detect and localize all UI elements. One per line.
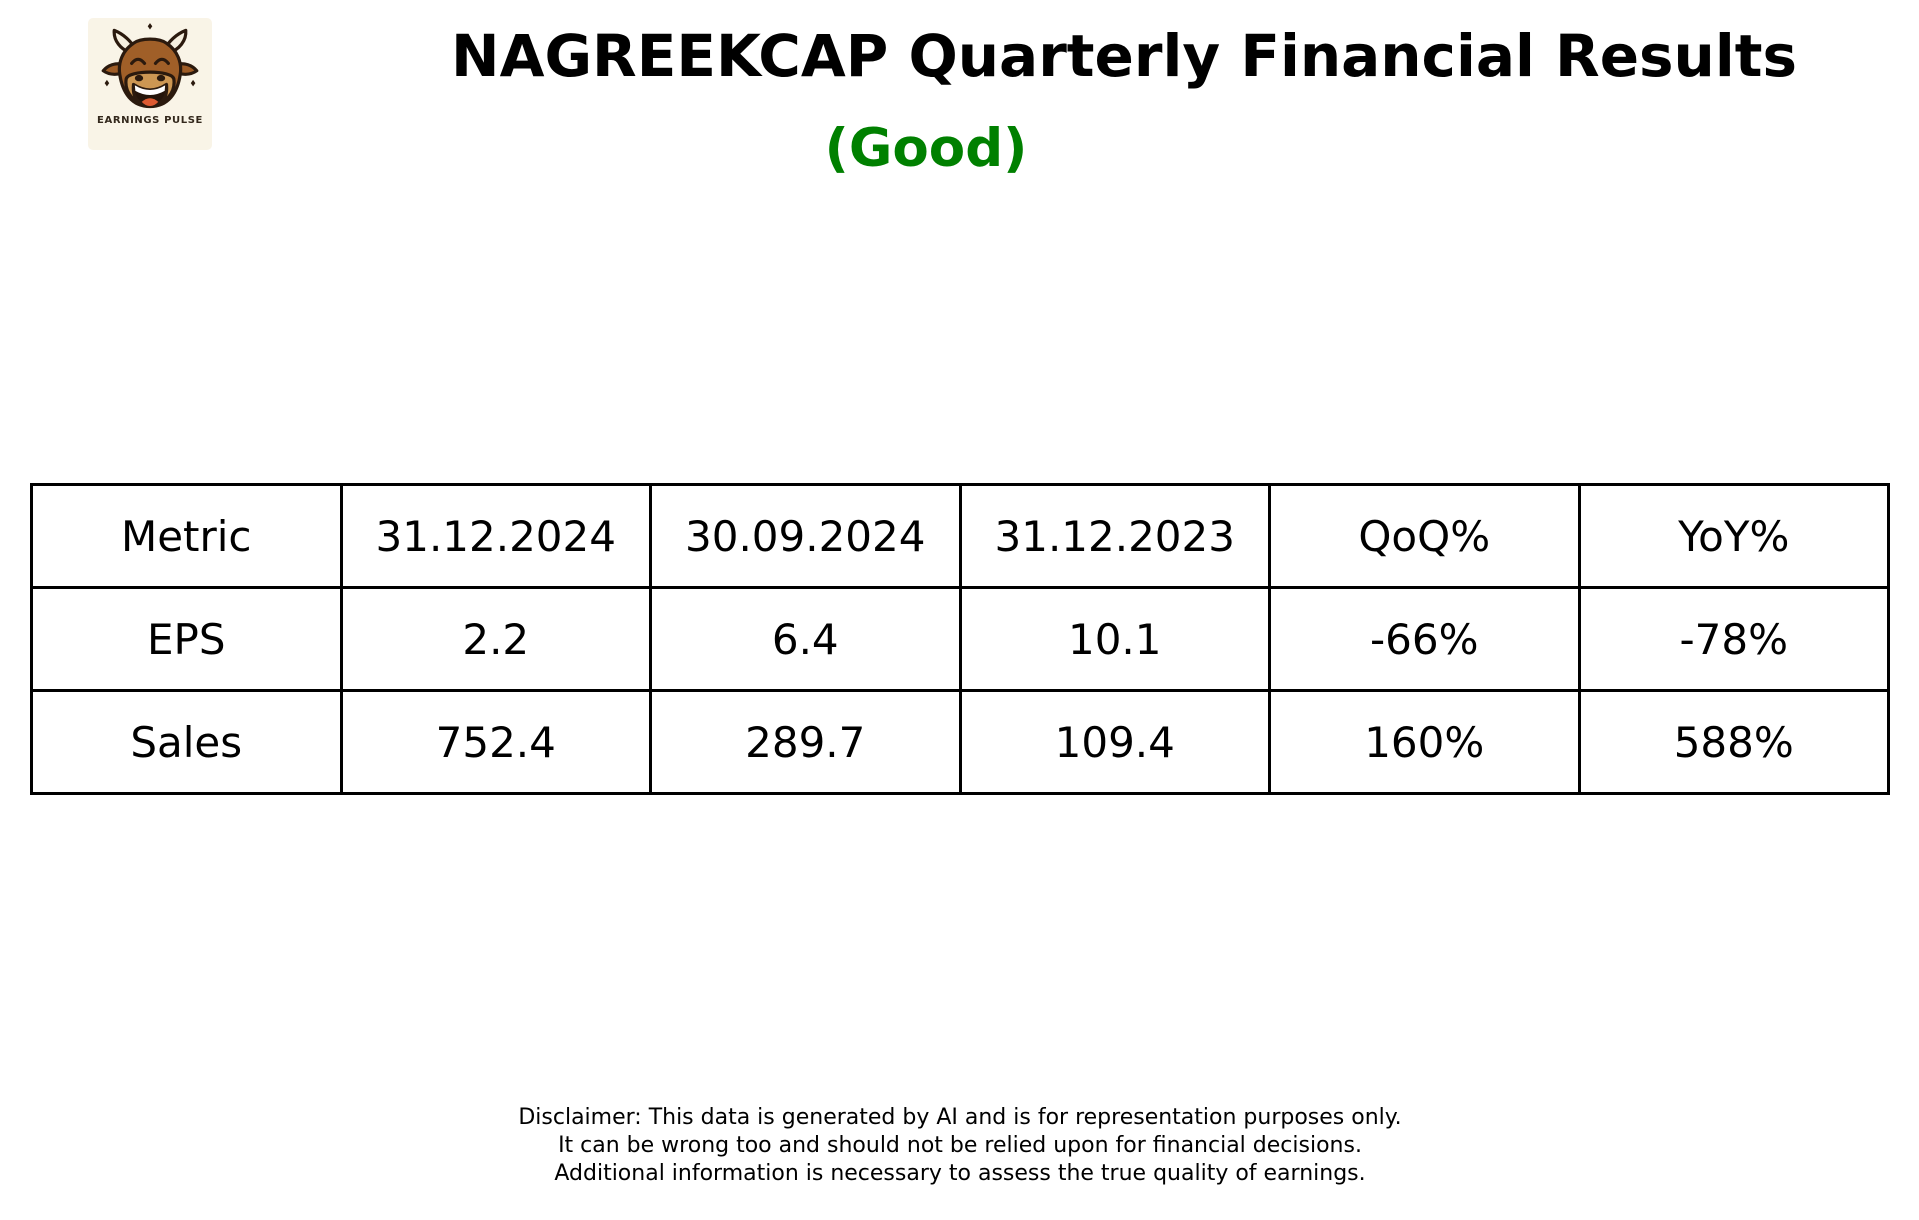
col-header-q-current: 31.12.2024 xyxy=(339,483,652,589)
page-title: NAGREEKCAP Quarterly Financial Results xyxy=(451,22,1797,90)
disclaimer-line: Disclaimer: This data is generated by AI… xyxy=(518,1105,1402,1130)
financial-results-table: Metric 31.12.2024 30.09.2024 31.12.2023 … xyxy=(30,483,1890,795)
value-cell: 2.2 xyxy=(339,586,652,692)
metric-name-cell: Sales xyxy=(30,689,343,795)
value-cell: 752.4 xyxy=(339,689,652,795)
disclaimer-line: Additional information is necessary to a… xyxy=(554,1161,1366,1186)
table-header-row: Metric 31.12.2024 30.09.2024 31.12.2023 … xyxy=(30,483,1890,589)
value-cell: 289.7 xyxy=(649,689,962,795)
qoq-change-cell: 160% xyxy=(1268,689,1581,795)
disclaimer-line: It can be wrong too and should not be re… xyxy=(558,1133,1362,1158)
col-header-qoq: QoQ% xyxy=(1268,483,1581,589)
qoq-change-cell: -66% xyxy=(1268,586,1581,692)
col-header-metric: Metric xyxy=(30,483,343,589)
value-cell: 10.1 xyxy=(958,586,1271,692)
table-row-eps: EPS 2.2 6.4 10.1 -66% -78% xyxy=(30,586,1890,692)
yoy-change-cell: -78% xyxy=(1577,586,1890,692)
brand-name: EARNINGS PULSE xyxy=(97,115,203,126)
disclaimer: Disclaimer: This data is generated by AI… xyxy=(518,1104,1401,1188)
value-cell: 109.4 xyxy=(958,689,1271,795)
value-cell: 6.4 xyxy=(649,586,962,692)
metric-name-cell: EPS xyxy=(30,586,343,692)
quality-verdict-label: (Good) xyxy=(824,118,1028,179)
bull-mascot-icon xyxy=(101,23,199,109)
col-header-q-previous: 30.09.2024 xyxy=(649,483,962,589)
table-row-sales: Sales 752.4 289.7 109.4 160% 588% xyxy=(30,689,1890,795)
col-header-yoy: YoY% xyxy=(1577,483,1890,589)
brand-logo: EARNINGS PULSE xyxy=(88,18,212,150)
yoy-change-cell: 588% xyxy=(1577,689,1890,795)
col-header-q-year-ago: 31.12.2023 xyxy=(958,483,1271,589)
